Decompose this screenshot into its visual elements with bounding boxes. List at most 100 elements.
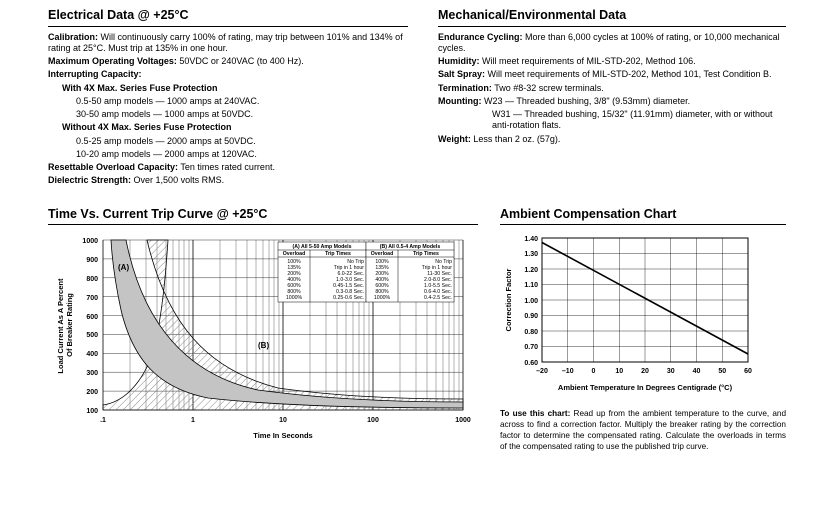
resettable-spec: Resettable Overload Capacity: Ten times … [48, 162, 408, 173]
svg-text:0: 0 [592, 368, 596, 375]
svg-text:(A) All 5-50 Amp Models: (A) All 5-50 Amp Models [293, 244, 352, 250]
top-row: Electrical Data @ +25°C Calibration: Wil… [48, 8, 786, 189]
humidity-spec: Humidity: Will meet requirements of MIL-… [438, 56, 786, 67]
svg-text:40: 40 [693, 368, 701, 375]
weight-label: Weight: [438, 134, 471, 144]
svg-text:Overload: Overload [371, 251, 394, 257]
svg-text:(B): (B) [258, 341, 269, 350]
svg-text:Correction Factor: Correction Factor [504, 269, 513, 332]
endurance-label: Endurance Cycling: [438, 32, 523, 42]
humidity-label: Humidity: [438, 56, 480, 66]
resettable-value: Ten times rated current. [180, 162, 275, 172]
interrupt-spec: Interrupting Capacity: [48, 69, 408, 80]
trip-curve-title: Time Vs. Current Trip Curve @ +25°C [48, 207, 478, 226]
svg-text:1.00: 1.00 [524, 298, 538, 305]
svg-text:1.10: 1.10 [524, 282, 538, 289]
svg-text:200: 200 [86, 389, 98, 396]
svg-text:100: 100 [367, 417, 379, 424]
mechanical-section: Mechanical/Environmental Data Endurance … [438, 8, 786, 189]
svg-text:Trip Times: Trip Times [413, 251, 439, 257]
termination-spec: Termination: Two #8-32 screw terminals. [438, 83, 786, 94]
trip-curve-chart: 100 200 300 400 500 600 700 800 900 1000 .1 1 10… [48, 230, 478, 460]
maxop-value: 50VDC or 240VAC (to 400 Hz). [179, 56, 303, 66]
without4x-label: Without 4X Max. Series Fuse Protection [48, 122, 408, 133]
comp-chart: 0.60 0.70 0.80 0.90 1.00 1.10 1.20 1.30 1.40 –… [500, 230, 760, 400]
svg-text:600: 600 [86, 314, 98, 321]
svg-text:900: 900 [86, 257, 98, 264]
salt-label: Salt Spray: [438, 69, 485, 79]
svg-text:1.40: 1.40 [524, 236, 538, 243]
weight-value: Less than 2 oz. (57g). [473, 134, 560, 144]
svg-text:Overload: Overload [283, 251, 306, 257]
salt-value: Will meet requirements of MIL-STD-202, M… [488, 69, 772, 79]
endurance-spec: Endurance Cycling: More than 6,000 cycle… [438, 32, 786, 55]
comp-chart-note: To use this chart: Read up from the ambi… [500, 408, 786, 452]
mounting-b: W31 — Threaded bushing, 15/32" (11.91mm)… [438, 109, 786, 132]
electrical-section: Electrical Data @ +25°C Calibration: Wil… [48, 8, 408, 189]
svg-text:.1: .1 [100, 417, 106, 424]
mechanical-title: Mechanical/Environmental Data [438, 8, 786, 27]
svg-text:800: 800 [86, 276, 98, 283]
svg-text:1000%: 1000% [374, 295, 391, 301]
with4x-b: 30-50 amp models — 1000 amps at 50VDC. [48, 109, 408, 120]
dielectric-spec: Dielectric Strength: Over 1,500 volts RM… [48, 175, 408, 186]
charts-row: Time Vs. Current Trip Curve @ +25°C [48, 207, 786, 461]
mounting-label: Mounting: [438, 96, 481, 106]
interrupt-label: Interrupting Capacity: [48, 69, 142, 79]
with4x-a: 0.5-50 amp models — 1000 amps at 240VAC. [48, 96, 408, 107]
svg-text:Load Current As A Percent: Load Current As A Percent Of Breaker Rat… [56, 277, 74, 374]
resettable-label: Resettable Overload Capacity: [48, 162, 178, 172]
svg-text:(B) All 0.5-4 Amp Models: (B) All 0.5-4 Amp Models [380, 244, 441, 250]
svg-text:1: 1 [191, 417, 195, 424]
svg-text:(A): (A) [118, 263, 129, 272]
without4x-b: 10-20 amp models — 2000 amps at 120VAC. [48, 149, 408, 160]
svg-text:700: 700 [86, 295, 98, 302]
svg-text:0.80: 0.80 [524, 329, 538, 336]
svg-text:Ambient Temperature In Degrees: Ambient Temperature In Degrees Centigrad… [558, 383, 733, 392]
svg-text:1000: 1000 [82, 238, 98, 245]
svg-text:Trip Times: Trip Times [325, 251, 351, 257]
svg-text:20: 20 [641, 368, 649, 375]
maxop-spec: Maximum Operating Voltages: 50VDC or 240… [48, 56, 408, 67]
svg-text:60: 60 [744, 368, 752, 375]
termination-label: Termination: [438, 83, 492, 93]
calibration-spec: Calibration: Will continuously carry 100… [48, 32, 408, 55]
svg-text:50: 50 [718, 368, 726, 375]
svg-text:10: 10 [615, 368, 623, 375]
svg-text:0.90: 0.90 [524, 313, 538, 320]
comp-note-label: To use this chart: [500, 409, 570, 418]
svg-text:1000: 1000 [455, 417, 471, 424]
salt-spec: Salt Spray: Will meet requirements of MI… [438, 69, 786, 80]
termination-value: Two #8-32 screw terminals. [494, 83, 604, 93]
dielectric-label: Dielectric Strength: [48, 175, 131, 185]
svg-text:10: 10 [279, 417, 287, 424]
svg-text:0.4-2.5 Sec.: 0.4-2.5 Sec. [424, 295, 452, 301]
svg-text:1.20: 1.20 [524, 267, 538, 274]
electrical-title: Electrical Data @ +25°C [48, 8, 408, 27]
svg-text:–10: –10 [562, 368, 574, 375]
calibration-value: Will continuously carry 100% of rating, … [48, 32, 403, 53]
calibration-label: Calibration: [48, 32, 98, 42]
weight-spec: Weight: Less than 2 oz. (57g). [438, 134, 786, 145]
svg-text:0.25-0.6 Sec.: 0.25-0.6 Sec. [333, 295, 364, 301]
svg-text:0.60: 0.60 [524, 360, 538, 367]
comp-chart-title: Ambient Compensation Chart [500, 207, 786, 226]
svg-text:1.30: 1.30 [524, 251, 538, 258]
without4x-a: 0.5-25 amp models — 2000 amps at 50VDC. [48, 136, 408, 147]
svg-text:500: 500 [86, 332, 98, 339]
svg-text:100: 100 [86, 408, 98, 415]
with4x-label: With 4X Max. Series Fuse Protection [48, 83, 408, 94]
humidity-value: Will meet requirements of MIL-STD-202, M… [482, 56, 696, 66]
svg-text:0.70: 0.70 [524, 344, 538, 351]
svg-text:400: 400 [86, 351, 98, 358]
trip-curve-section: Time Vs. Current Trip Curve @ +25°C [48, 207, 478, 461]
svg-text:30: 30 [667, 368, 675, 375]
mounting-spec: Mounting: W23 — Threaded bushing, 3/8" (… [438, 96, 786, 107]
mounting-a: W23 — Threaded bushing, 3/8" (9.53mm) di… [484, 96, 690, 106]
dielectric-value: Over 1,500 volts RMS. [134, 175, 225, 185]
trip-xlabel: Time In Seconds [253, 431, 312, 440]
maxop-label: Maximum Operating Voltages: [48, 56, 177, 66]
svg-text:1000%: 1000% [286, 295, 303, 301]
svg-text:–20: –20 [536, 368, 548, 375]
svg-text:300: 300 [86, 370, 98, 377]
